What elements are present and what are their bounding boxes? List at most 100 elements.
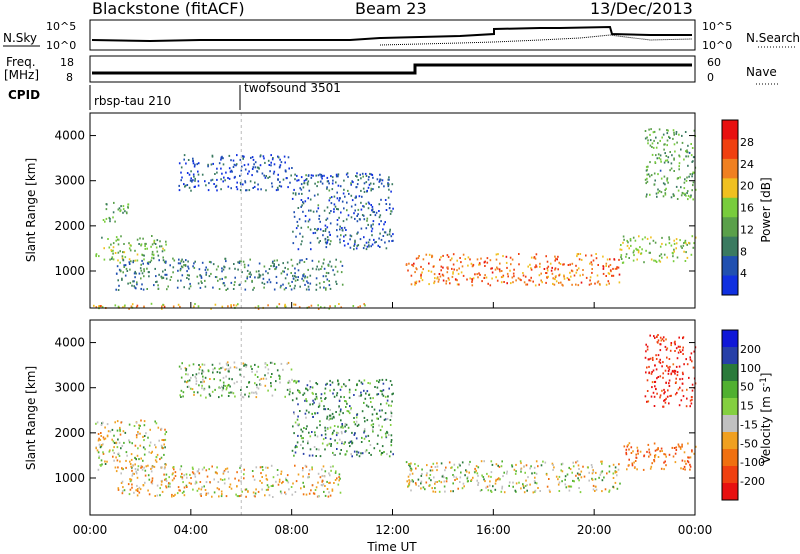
range-time-cell [434,490,437,493]
range-time-cell [675,347,678,350]
range-time-cell [409,465,411,468]
range-time-cell [312,232,315,235]
range-time-cell [674,343,676,346]
colorbar-swatch [722,236,738,257]
range-time-cell [188,186,191,189]
range-time-cell [155,446,157,449]
range-time-cell [296,220,299,223]
range-time-cell [601,460,603,463]
range-time-cell [553,283,556,286]
range-time-cell [305,409,308,412]
range-time-cell [616,487,619,490]
range-time-cell [258,262,261,265]
range-time-cell [143,258,145,261]
range-time-cell [169,264,171,267]
range-time-cell [434,481,437,483]
range-time-cell [300,243,302,246]
range-time-cell [677,345,680,348]
range-time-cell [304,200,307,203]
range-time-cell [535,472,538,475]
range-time-cell [336,191,338,194]
range-time-cell [392,453,394,456]
range-time-cell [450,466,452,469]
range-time-cell [369,172,371,175]
range-time-cell [558,281,560,284]
range-time-cell [379,429,382,432]
range-time-cell [432,490,434,493]
range-time-cell [254,363,256,366]
range-time-cell [267,272,269,275]
range-time-cell [249,275,251,278]
range-time-cell [297,403,299,406]
range-time-cell [690,154,693,157]
range-time-cell [258,270,260,273]
range-time-cell [295,227,298,230]
range-time-cell [252,288,254,291]
range-time-cell [350,216,353,219]
range-time-cell [686,243,688,246]
range-time-cell [272,485,274,487]
range-time-cell [349,234,352,237]
range-time-cell [209,394,212,397]
range-time-cell [653,459,656,462]
range-time-cell [353,450,356,453]
range-time-cell [686,149,688,152]
range-time-cell [689,399,692,402]
range-time-cell [208,468,210,471]
range-time-cell [457,487,459,490]
range-time-cell [221,305,224,308]
range-time-cell [200,280,202,283]
range-time-cell [218,162,221,165]
range-time-cell [670,244,673,247]
range-time-cell [645,350,647,353]
range-time-cell [383,231,386,234]
range-time-cell [214,388,216,391]
nsearch-tick-bottom: 10^0 [702,39,732,52]
range-time-cell [681,134,683,137]
range-time-cell [197,170,199,173]
range-time-cell [313,492,316,495]
range-time-cell [151,235,153,237]
colorbar-swatch [722,347,738,365]
range-time-cell [365,241,368,244]
range-time-cell [489,284,492,287]
range-time-cell [291,449,294,452]
range-time-cell [198,268,201,271]
range-time-cell [308,431,310,434]
range-time-cell [291,392,294,395]
range-time-cell [362,214,365,217]
range-time-cell [559,263,562,265]
range-time-cell [285,493,287,496]
range-time-cell [345,218,348,221]
range-time-cell [563,275,565,278]
range-time-cell [234,281,236,284]
range-time-cell [120,421,122,424]
range-time-cell [114,466,117,469]
range-time-cell [333,388,335,391]
range-time-cell [609,269,612,272]
range-time-cell [690,402,693,405]
range-time-cell [530,267,532,270]
range-time-cell [329,305,331,308]
range-time-cell [205,271,208,274]
range-time-cell [534,266,536,269]
range-time-cell [336,219,339,221]
range-time-cell [387,185,390,188]
range-time-cell [365,435,367,438]
range-time-cell [605,265,607,267]
range-time-cell [180,265,183,268]
range-time-cell [675,242,678,245]
range-time-cell [317,472,320,475]
range-time-cell [169,482,171,485]
range-time-cell [390,415,393,418]
range-time-cell [420,482,422,485]
range-time-cell [378,216,381,219]
range-time-cell [329,389,331,392]
range-time-cell [306,389,309,392]
range-time-cell [648,251,651,254]
range-time-cell [197,173,200,176]
range-time-cell [243,473,245,476]
range-time-cell [489,259,492,262]
range-time-cell [227,177,229,179]
